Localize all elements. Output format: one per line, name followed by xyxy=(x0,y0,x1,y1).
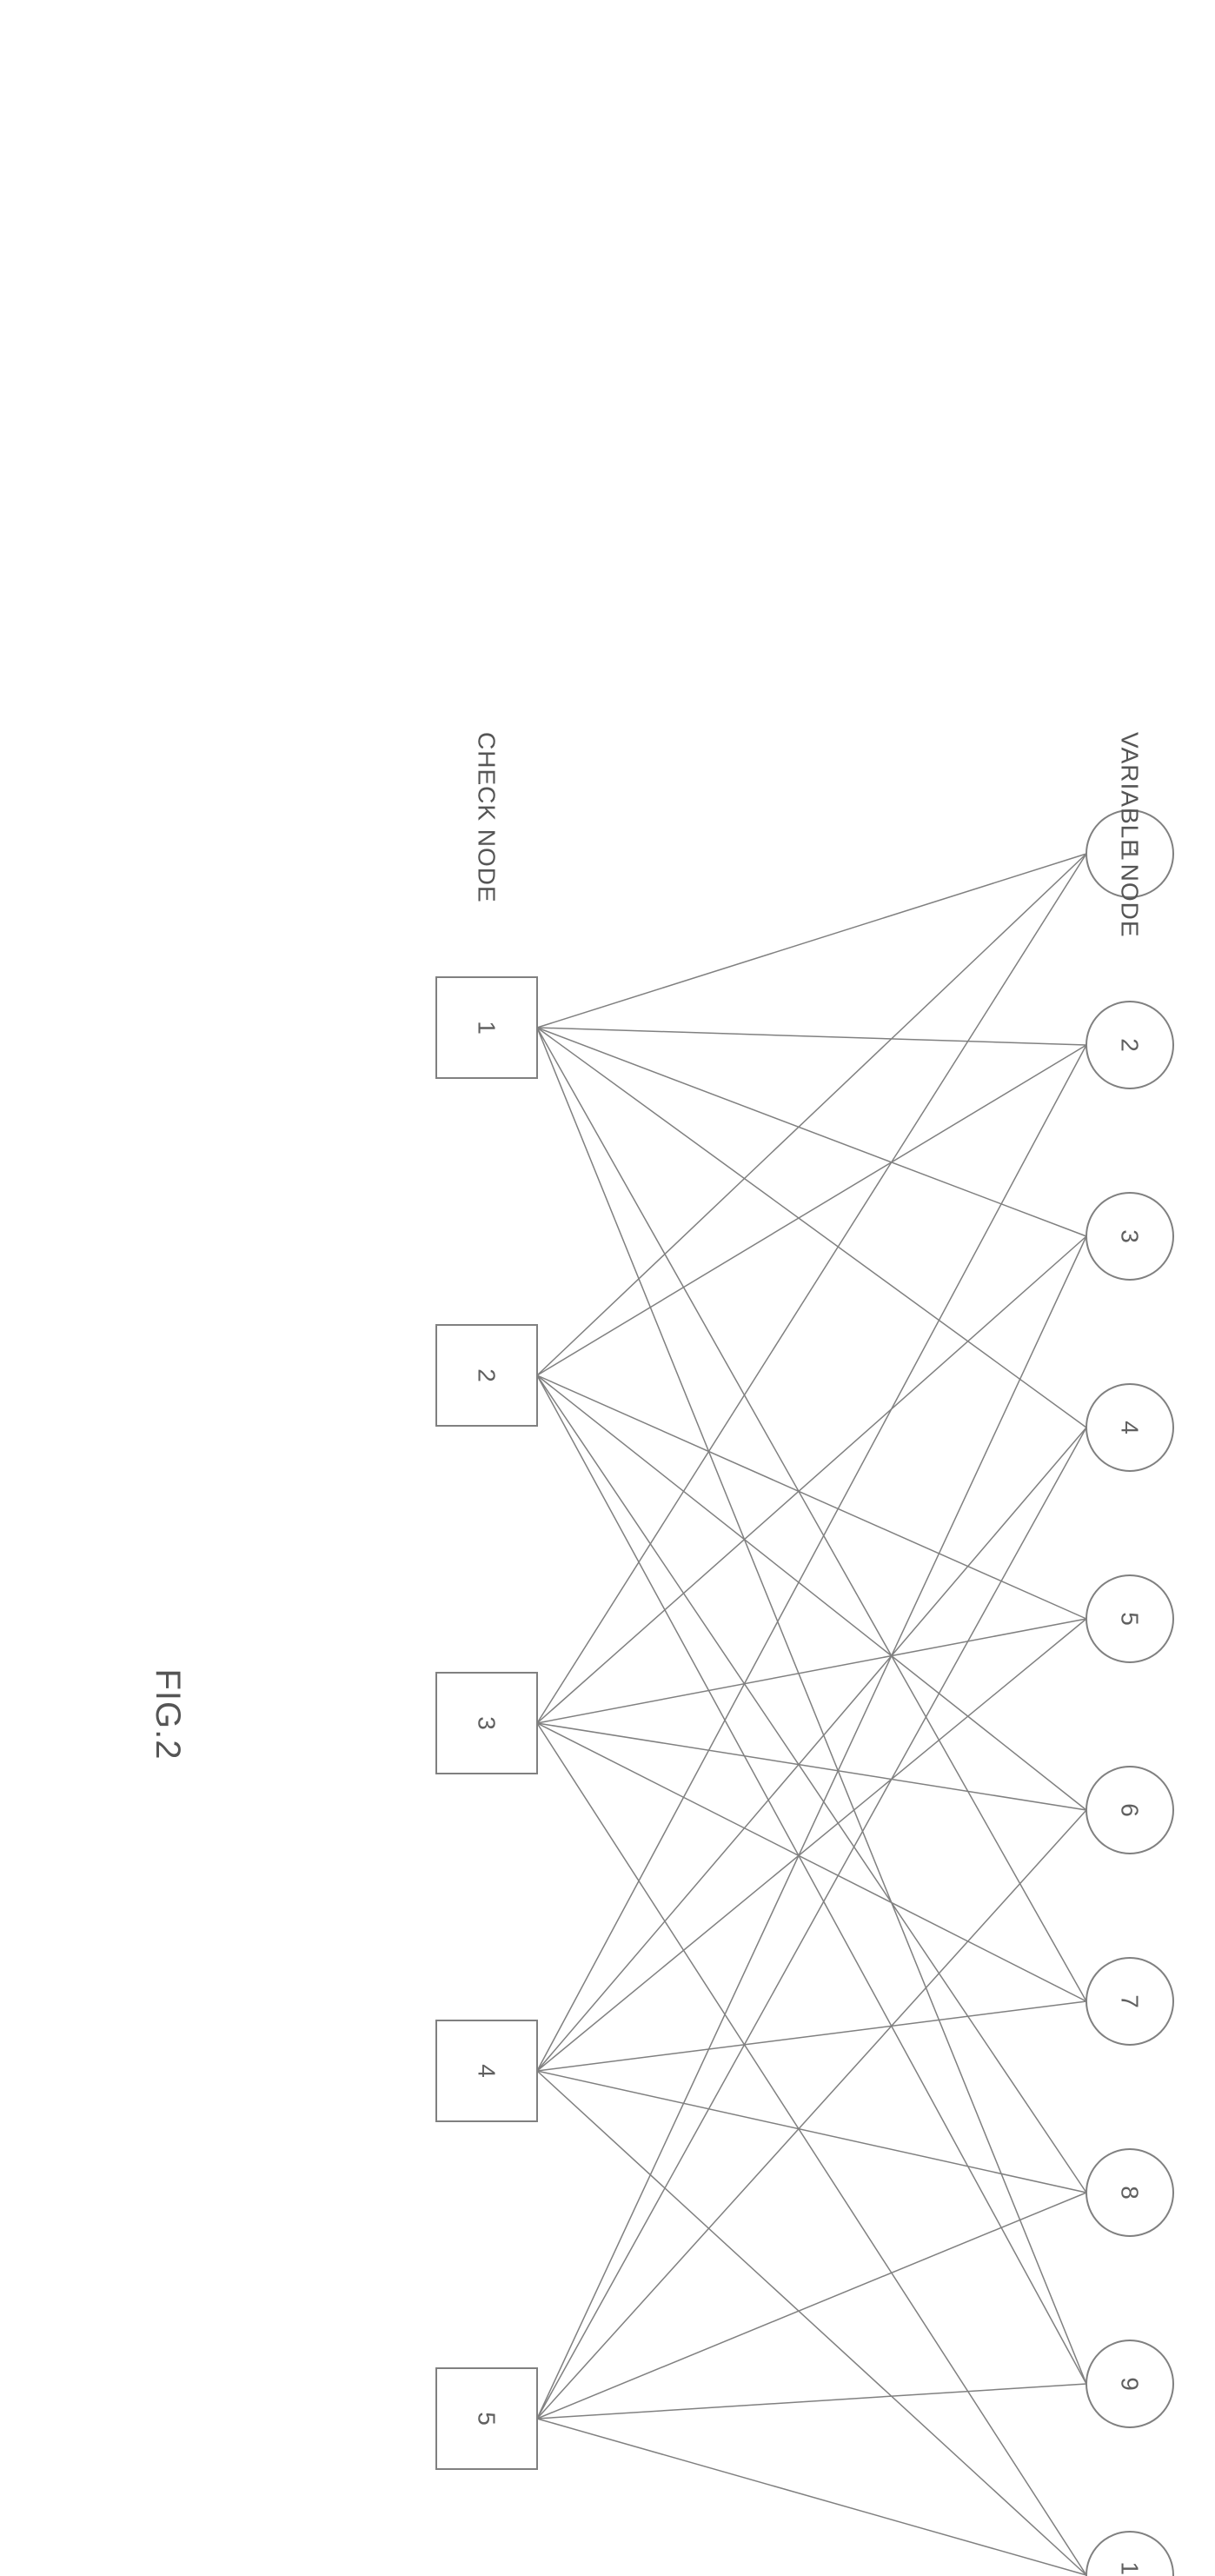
edge xyxy=(537,2071,1086,2193)
edge xyxy=(537,1375,1086,2384)
edge xyxy=(537,1236,1086,1723)
variable-node-label: 6 xyxy=(1117,1803,1144,1817)
edge xyxy=(537,1028,1086,1045)
check-node-label: 4 xyxy=(474,2064,501,2078)
check-node-label: 5 xyxy=(474,2412,501,2426)
edge xyxy=(537,1619,1086,2071)
variable-node-label: 7 xyxy=(1117,1994,1144,2008)
edge xyxy=(537,1028,1086,1428)
check-node-label: 2 xyxy=(474,1368,501,1382)
edge xyxy=(537,2384,1086,2419)
edge xyxy=(537,1723,1086,1810)
variable-node-label: 5 xyxy=(1117,1612,1144,1626)
variable-nodes-group: 12345678910 xyxy=(1086,810,1173,2576)
edge xyxy=(537,2193,1086,2419)
edge xyxy=(537,1428,1086,2419)
check-node-label: 1 xyxy=(474,1021,501,1035)
variable-node-label: 3 xyxy=(1117,1229,1144,1243)
variable-node-label: 4 xyxy=(1117,1421,1144,1434)
page: 1 2 3 4 5 6 7 8 9 10 1 2 3 4 5 VARIABLE NODE CHECK NODE F… xyxy=(0,0,1215,2576)
edge xyxy=(537,1723,1086,2575)
edge xyxy=(537,1619,1086,1723)
edge xyxy=(537,1028,1086,2384)
tanner-graph-svg: 1 2 3 4 5 6 7 8 9 10 1 2 3 4 5 VARIABLE NODE CHECK NODE F… xyxy=(0,0,1215,2576)
edge xyxy=(537,2419,1086,2575)
edge xyxy=(537,2071,1086,2575)
edge xyxy=(537,1028,1086,2001)
variable-node-label: 9 xyxy=(1117,2377,1144,2391)
check-node-label: 3 xyxy=(474,1716,501,1730)
check-row-label: CHECK NODE xyxy=(474,732,501,903)
variable-row-label: VARIABLE NODE xyxy=(1117,732,1144,938)
edge xyxy=(537,1428,1086,2071)
check-nodes-group: 1 2 3 4 5 xyxy=(436,977,537,2469)
edge xyxy=(537,2001,1086,2071)
edges-group xyxy=(537,854,1086,2575)
edge xyxy=(537,1045,1086,2071)
variable-node-label: 2 xyxy=(1117,1038,1144,1052)
tanner-graph: 1 2 3 4 5 6 7 8 9 10 1 2 3 4 5 VARIABLE NODE CHECK NODE F… xyxy=(149,732,1173,2576)
edge xyxy=(537,1028,1086,1236)
edge xyxy=(537,1236,1086,2419)
figure-label: FIG.2 xyxy=(149,1668,187,1760)
edge xyxy=(537,1810,1086,2419)
edge xyxy=(537,1045,1086,1375)
edge xyxy=(537,854,1086,1375)
variable-node-label: 8 xyxy=(1117,2186,1144,2200)
edge xyxy=(537,854,1086,1028)
edge xyxy=(537,1723,1086,2001)
edge xyxy=(537,1375,1086,2193)
variable-node-label: 10 xyxy=(1117,2561,1144,2576)
